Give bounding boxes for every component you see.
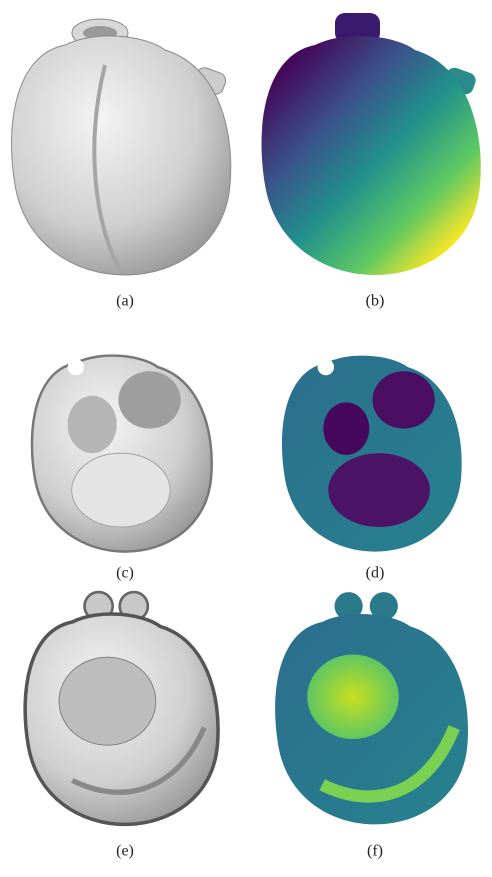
- heart-e: [25, 592, 218, 824]
- chamber: [118, 371, 180, 428]
- heart-surface: [12, 36, 231, 275]
- heart-b: [262, 13, 481, 275]
- chamber: [59, 657, 156, 745]
- page: (a) (b) (c) (d) (e) (f) (() => { const d…: [0, 0, 492, 877]
- chamber: [307, 655, 399, 739]
- panel-label: (e): [116, 843, 134, 860]
- chamber: [323, 402, 369, 454]
- opening: [318, 359, 334, 375]
- panel-label: (d): [366, 565, 385, 582]
- panel-label: (c): [116, 565, 134, 582]
- panel-label: (f): [367, 843, 383, 860]
- chamber: [68, 396, 117, 453]
- panel-label: (a): [116, 293, 134, 310]
- heart-d: [282, 356, 462, 552]
- figure: (a) (b) (c) (d) (e) (f): [0, 0, 492, 877]
- chamber: [72, 453, 170, 527]
- heart-c: [32, 356, 212, 552]
- heart-colormap: [262, 36, 481, 275]
- panel-label: (b): [366, 293, 385, 310]
- opening: [68, 359, 84, 375]
- heart-f: [275, 592, 468, 824]
- heart-a: [12, 19, 231, 275]
- chamber: [373, 371, 435, 428]
- chamber: [328, 453, 430, 527]
